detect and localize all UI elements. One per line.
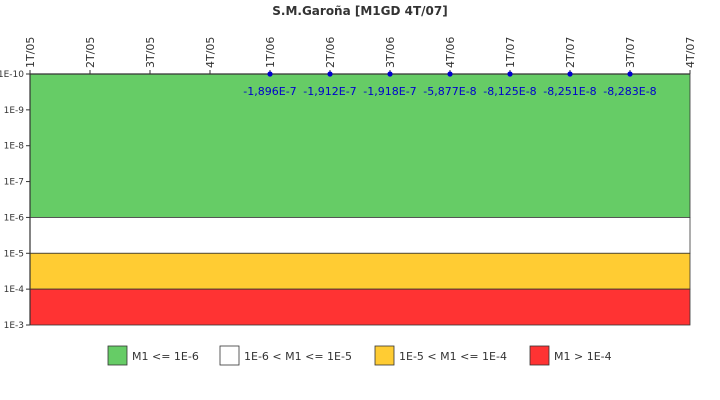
x-tick-label: 2T/07	[564, 37, 577, 68]
x-tick-label: 4T/07	[684, 37, 697, 68]
risk-band-2	[29, 252, 691, 290]
x-tick-label: 2T/05	[84, 37, 97, 68]
x-tick-label: 3T/06	[384, 37, 397, 68]
data-point	[507, 71, 513, 77]
data-point	[267, 71, 273, 77]
legend-swatch-1	[219, 345, 240, 366]
data-point	[627, 71, 633, 77]
y-tick-label: 1E-9	[4, 106, 25, 116]
x-tick-label: 4T/06	[444, 37, 457, 68]
y-tick-label: 1E-10	[0, 70, 24, 80]
data-point	[447, 71, 453, 77]
legend-swatch-3	[529, 345, 550, 366]
y-tick-label: 1E-7	[4, 178, 24, 188]
legend: M1 <= 1E-6 1E-6 < M1 <= 1E-5 1E-5 < M1 <= …	[107, 345, 612, 366]
risk-bands	[29, 73, 691, 326]
legend-swatch-0	[107, 345, 128, 366]
legend-swatch-2	[374, 345, 395, 366]
data-label: -8,125E-8	[483, 85, 536, 98]
y-tick-label: 1E-8	[4, 142, 25, 152]
x-tick-label: 2T/06	[324, 37, 337, 68]
data-label: -5,877E-8	[423, 85, 476, 98]
x-tick-label: 4T/05	[204, 37, 217, 68]
x-tick-label: 1T/07	[504, 37, 517, 68]
data-label: -8,251E-8	[543, 85, 596, 98]
x-tick-label: 1T/05	[24, 37, 37, 68]
y-tick-label: 1E-4	[4, 285, 25, 295]
axes: 1E-10 1E-9 1E-8 1E-7 1E-6 1E-5 1E-4 1E-3 1T/05 2T…	[0, 37, 697, 331]
y-tick-label: 1E-3	[4, 321, 24, 331]
x-tick-label: 3T/05	[144, 37, 157, 68]
data-point	[327, 71, 333, 77]
x-tick-label: 3T/07	[624, 37, 637, 68]
legend-label-2: 1E-5 < M1 <= 1E-4	[399, 350, 507, 363]
y-tick-label: 1E-5	[4, 249, 24, 259]
risk-band-3	[29, 288, 691, 326]
data-points: -1,896E-7 -1,912E-7 -1,918E-7 -5,877E-8 -8,1…	[243, 71, 657, 98]
data-point	[387, 71, 393, 77]
legend-label-1: 1E-6 < M1 <= 1E-5	[244, 350, 352, 363]
risk-band-1	[29, 217, 691, 254]
x-tick-label: 1T/06	[264, 37, 277, 68]
y-tick-label: 1E-6	[4, 213, 25, 223]
legend-label-3: M1 > 1E-4	[554, 350, 612, 363]
data-point	[567, 71, 573, 77]
legend-label-0: M1 <= 1E-6	[132, 350, 199, 363]
risk-band-0	[29, 73, 691, 218]
data-label: -1,896E-7	[243, 85, 296, 98]
data-label: -1,912E-7	[303, 85, 356, 98]
data-label: -8,283E-8	[603, 85, 656, 98]
chart-title: S.M.Garoña [M1GD 4T/07]	[272, 4, 448, 18]
data-label: -1,918E-7	[363, 85, 416, 98]
